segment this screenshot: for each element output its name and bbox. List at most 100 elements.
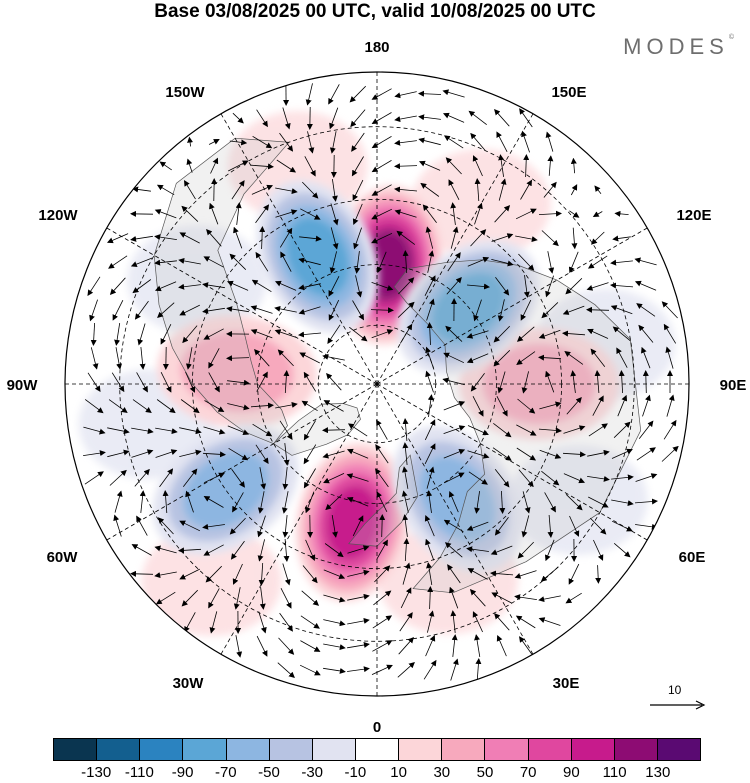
- wind-arrow: [323, 643, 346, 651]
- wind-arrow: [300, 640, 321, 652]
- wind-arrow: [325, 494, 343, 511]
- wind-arrow: [178, 283, 201, 290]
- wind-arrow: [451, 634, 458, 657]
- wind-arrow: [568, 563, 580, 585]
- wind-arrow: [323, 569, 346, 580]
- wind-arrow: [329, 131, 337, 154]
- wind-arrow: [252, 423, 273, 437]
- wind-arrow: [202, 307, 225, 314]
- meridian-line: [376, 383, 534, 655]
- wind-arrow: [570, 157, 577, 174]
- wind-arrow: [282, 107, 291, 130]
- wind-arrow: [208, 348, 220, 369]
- wind-arrow: [274, 305, 297, 313]
- wind-arrow: [516, 424, 537, 436]
- wind-arrow: [610, 282, 634, 289]
- wind-arrow: [448, 179, 460, 200]
- wind-arrow: [521, 371, 529, 394]
- wind-arrow: [521, 130, 530, 153]
- wind-arrow: [565, 278, 583, 295]
- wind-arrow: [226, 306, 249, 313]
- wind-arrow: [424, 443, 436, 465]
- wind-arrow: [544, 539, 555, 562]
- wind-arrow: [330, 203, 339, 226]
- wind-arrow: [154, 209, 177, 219]
- wind-arrow: [355, 275, 363, 298]
- wind-arrow: [204, 400, 225, 413]
- wind-arrow: [370, 307, 394, 314]
- colorbar-tick-label: 130: [645, 764, 671, 781]
- wind-arrow: [402, 514, 409, 537]
- wind-arrow: [139, 347, 146, 370]
- wind-arrow: [160, 324, 172, 345]
- wind-arrow: [255, 251, 269, 272]
- wind-arrow: [398, 637, 414, 655]
- wind-arrow: [228, 447, 249, 461]
- wind-arrow: [514, 570, 537, 579]
- wind-arrow: [642, 394, 651, 417]
- wind-arrow: [226, 280, 249, 291]
- wind-arrow: [322, 427, 346, 434]
- colorbar-swatch: [269, 739, 313, 760]
- wind-arrow: [208, 139, 220, 145]
- wind-arrow: [107, 449, 130, 458]
- wind-arrow: [184, 612, 196, 633]
- wind-arrow: [547, 514, 554, 538]
- wind-arrow: [545, 275, 554, 298]
- wind-arrow: [185, 490, 194, 513]
- lon-label-30w: 30W: [173, 675, 205, 692]
- wind-arrow: [472, 396, 484, 417]
- wind-arrow: [494, 516, 509, 536]
- colorbar-tick-label: 10: [390, 764, 407, 781]
- wind-arrow: [303, 468, 316, 489]
- wind-arrow: [106, 233, 129, 244]
- wind-arrow: [616, 347, 628, 368]
- wind-arrow: [350, 109, 366, 128]
- wind-arrow: [185, 347, 193, 370]
- wind-arrow: [450, 226, 459, 249]
- wind-arrow: [594, 370, 601, 394]
- wind-arrow: [299, 235, 322, 242]
- wind-arrow: [490, 545, 513, 555]
- wind-arrow: [250, 163, 274, 170]
- wind-arrow: [590, 231, 605, 245]
- wind-arrow: [179, 568, 200, 580]
- wind-arrow: [376, 251, 387, 274]
- wind-arrow: [538, 427, 562, 434]
- lon-label-30e: 30E: [553, 675, 580, 692]
- wind-arrow: [331, 179, 338, 202]
- wind-arrow: [401, 490, 409, 513]
- wind-arrow: [349, 326, 368, 342]
- wind-arrow: [283, 538, 290, 562]
- wind-arrow: [258, 611, 267, 634]
- wind-arrow: [571, 227, 578, 250]
- wind-arrow: [520, 179, 533, 200]
- wind-arrow: [427, 394, 434, 417]
- wind-arrow: [323, 667, 346, 674]
- wind-arrow: [305, 83, 313, 106]
- wind-arrow: [562, 451, 586, 458]
- wind-arrow: [611, 474, 634, 481]
- meridian-line: [376, 383, 648, 541]
- wind-arrow: [371, 208, 393, 220]
- meridian-line: [106, 383, 378, 541]
- wind-arrow: [518, 253, 535, 271]
- wind-arrow: [564, 351, 584, 365]
- wind-arrow: [493, 325, 510, 343]
- lon-label-60e: 60E: [679, 549, 706, 566]
- wind-arrow: [641, 346, 651, 369]
- wind-arrow: [523, 154, 530, 178]
- wind-arrow: [517, 541, 534, 559]
- wind-arrow: [398, 277, 415, 295]
- wind-arrow: [227, 379, 250, 386]
- wind-arrow: [491, 592, 512, 604]
- wind-arrow: [203, 472, 225, 484]
- brand-name: MODES: [623, 34, 729, 59]
- wind-arrow: [516, 447, 537, 461]
- wind-vectors: [83, 82, 679, 682]
- wind-arrow: [570, 184, 578, 196]
- wind-arrow: [351, 132, 365, 152]
- wind-arrow: [131, 449, 154, 458]
- wind-arrow: [346, 473, 369, 482]
- colorbar: [53, 738, 701, 761]
